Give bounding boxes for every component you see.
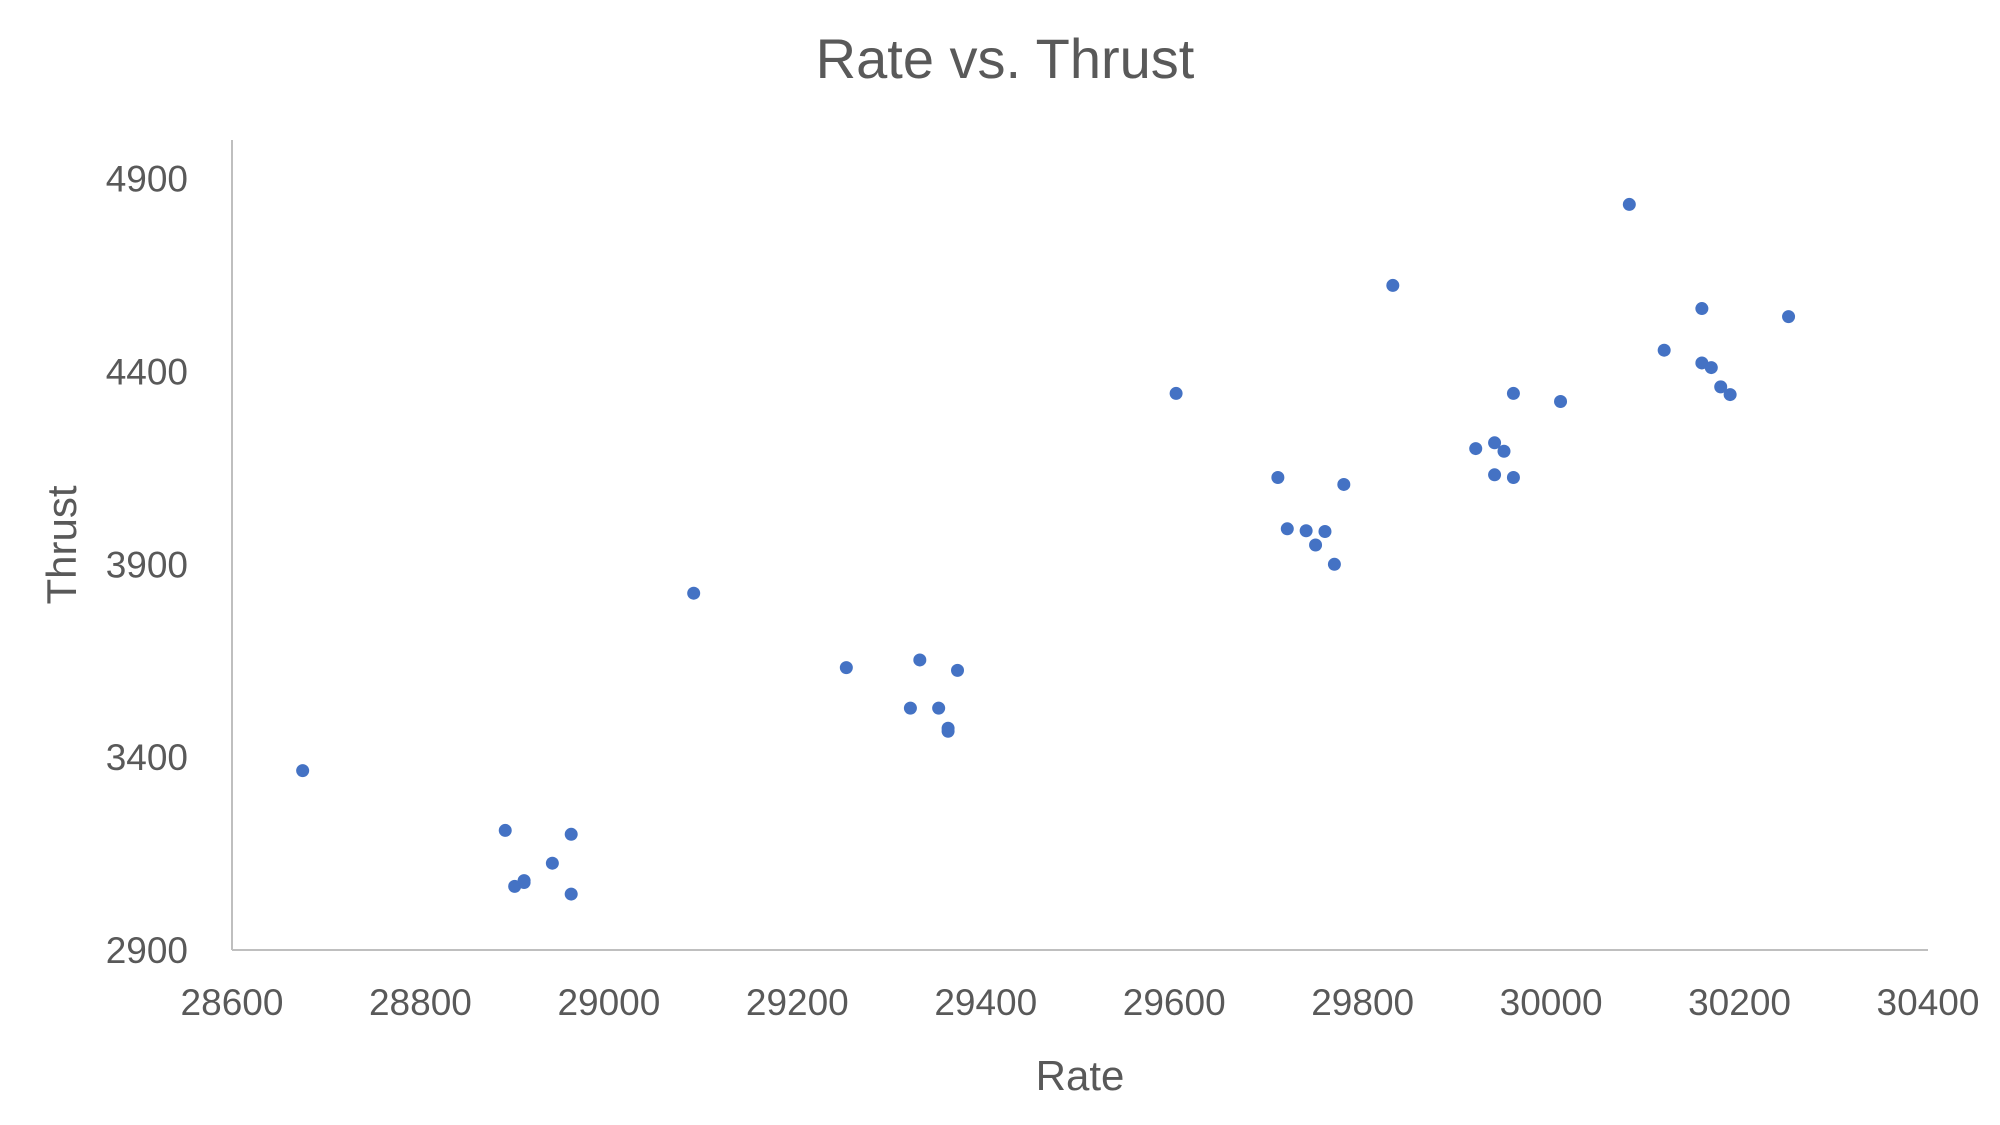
x-tick-label: 30400: [1877, 982, 1980, 1023]
data-point: [932, 701, 946, 715]
data-point: [1497, 444, 1511, 458]
y-tick-label: 4400: [106, 351, 188, 392]
data-point: [1271, 471, 1285, 484]
data-point: [839, 661, 853, 675]
x-tick-label: 29800: [1311, 982, 1414, 1023]
data-point: [1695, 302, 1709, 316]
y-tick-labels: 2900 3400 3900 4400 4900: [106, 159, 188, 971]
data-point: [1299, 524, 1313, 538]
x-tick-label: 29400: [934, 982, 1037, 1023]
data-point: [1309, 538, 1323, 552]
data-point: [687, 586, 701, 600]
data-point: [564, 887, 578, 901]
data-point: [1280, 522, 1294, 536]
x-tick-label: 29200: [746, 982, 849, 1023]
y-tick-label: 2900: [106, 930, 188, 971]
chart-title: Rate vs. Thrust: [816, 27, 1195, 90]
data-point: [1554, 395, 1568, 409]
data-point: [1318, 525, 1332, 538]
data-point: [1169, 386, 1183, 400]
x-tick-label: 30000: [1500, 982, 1603, 1023]
data-point: [903, 701, 917, 715]
data-point: [1704, 361, 1718, 375]
x-tick-label: 28600: [181, 982, 284, 1023]
y-axis-title: Thrust: [38, 485, 85, 604]
data-point: [1327, 557, 1341, 571]
x-tick-label: 30200: [1688, 982, 1791, 1023]
data-point: [1622, 197, 1636, 211]
y-tick-label: 4900: [106, 159, 188, 200]
data-point: [1337, 477, 1351, 491]
data-point: [1714, 380, 1728, 394]
data-point: [498, 823, 512, 837]
data-point: [1657, 343, 1671, 357]
data-point: [545, 856, 559, 870]
data-point: [1782, 310, 1796, 324]
x-tick-label: 29600: [1123, 982, 1226, 1023]
data-point: [941, 724, 955, 738]
data-point: [951, 663, 965, 677]
y-tick-label: 3900: [106, 544, 188, 585]
x-axis-title: Rate: [1036, 1052, 1125, 1099]
x-tick-label: 29000: [557, 982, 660, 1023]
data-point: [1723, 388, 1737, 402]
data-point: [1488, 468, 1502, 482]
data-point: [913, 653, 927, 667]
data-point: [1488, 436, 1502, 450]
data-points: [296, 197, 1796, 901]
data-point: [296, 764, 310, 778]
data-point: [1469, 442, 1483, 456]
data-point: [564, 827, 578, 841]
data-point: [1506, 386, 1520, 400]
y-tick-label: 3400: [106, 737, 188, 778]
data-point: [1506, 471, 1520, 484]
data-point: [517, 874, 531, 888]
x-tick-labels: 28600 28800 29000 29200 29400 29600 29800 30000…: [181, 982, 1980, 1023]
x-tick-label: 28800: [369, 982, 472, 1023]
data-point: [1386, 278, 1400, 292]
